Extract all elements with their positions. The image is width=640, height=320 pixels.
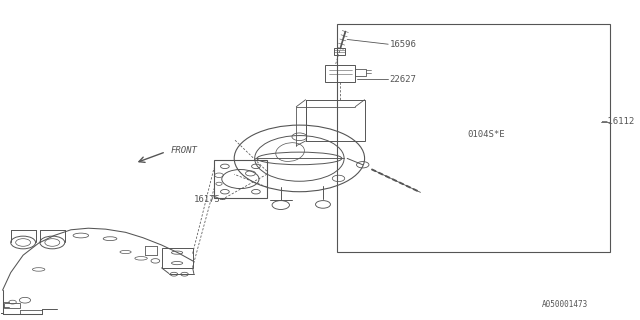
Text: 22627: 22627 — [389, 75, 416, 84]
Bar — [4, 303, 20, 308]
Text: —16112: —16112 — [602, 117, 635, 126]
Bar — [355, 69, 367, 76]
Bar — [326, 65, 355, 82]
Bar — [334, 48, 346, 55]
Bar — [337, 24, 610, 252]
Bar — [306, 100, 365, 141]
Bar — [161, 248, 193, 268]
Text: 16596: 16596 — [389, 40, 416, 49]
Text: FRONT: FRONT — [170, 146, 197, 155]
Text: 16175—: 16175— — [194, 195, 226, 204]
Text: A050001473: A050001473 — [541, 300, 588, 309]
Text: 0104S*E: 0104S*E — [467, 130, 505, 139]
Bar — [214, 160, 267, 198]
